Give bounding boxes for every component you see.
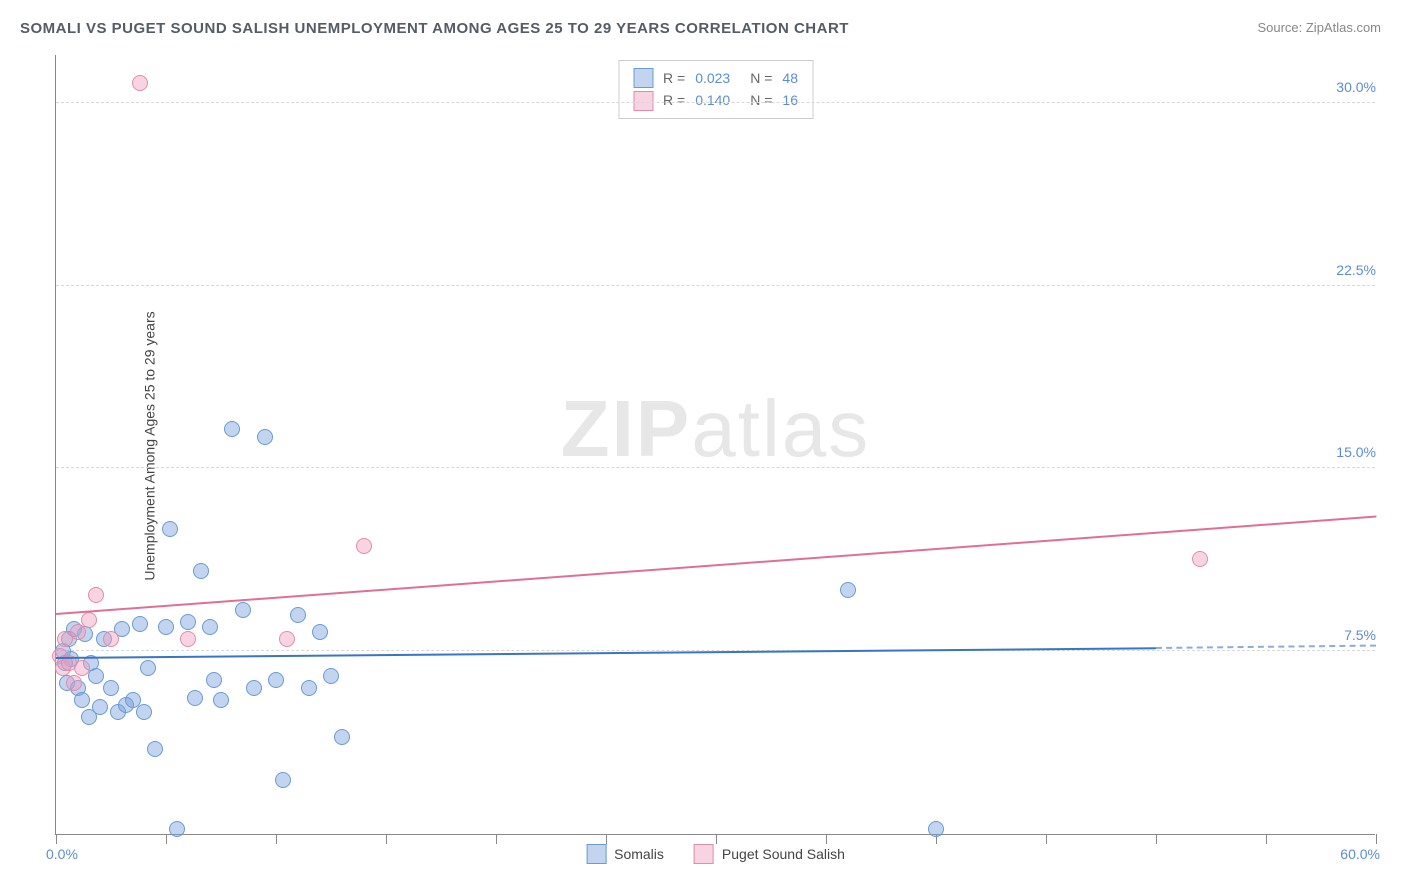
data-point: [88, 587, 104, 603]
y-tick-label: 30.0%: [1332, 79, 1380, 95]
data-point: [74, 692, 90, 708]
x-tick: [276, 834, 277, 844]
legend-n-value: 48: [782, 67, 798, 89]
data-point: [140, 660, 156, 676]
x-tick: [826, 834, 827, 844]
x-tick: [56, 834, 57, 844]
data-point: [202, 619, 218, 635]
data-point: [312, 624, 328, 640]
data-point: [147, 741, 163, 757]
x-axis-min-label: 0.0%: [46, 846, 78, 862]
data-point: [213, 692, 229, 708]
data-point: [356, 538, 372, 554]
y-tick-label: 22.5%: [1332, 262, 1380, 278]
data-point: [158, 619, 174, 635]
x-tick: [1156, 834, 1157, 844]
data-point: [323, 668, 339, 684]
series-legend: Somalis Puget Sound Salish: [586, 844, 845, 864]
data-point: [246, 680, 262, 696]
trend-line: [56, 647, 1156, 659]
legend-row: R = 0.023 N = 48: [633, 67, 798, 89]
x-tick: [1376, 834, 1377, 844]
x-axis-max-label: 60.0%: [1340, 846, 1380, 862]
data-point: [193, 563, 209, 579]
gridline: [56, 285, 1375, 286]
legend-r-value: 0.140: [695, 89, 730, 111]
legend-label: Somalis: [614, 846, 664, 862]
data-point: [206, 672, 222, 688]
data-point: [257, 429, 273, 445]
data-point: [132, 75, 148, 91]
data-point: [103, 631, 119, 647]
legend-n-label: N =: [750, 67, 772, 89]
source-attribution: Source: ZipAtlas.com: [1257, 20, 1381, 35]
data-point: [169, 821, 185, 837]
legend-r-value: 0.023: [695, 67, 730, 89]
data-point: [187, 690, 203, 706]
legend-r-label: R =: [663, 89, 685, 111]
data-point: [279, 631, 295, 647]
trend-line: [56, 515, 1376, 614]
watermark: ZIPatlas: [561, 383, 870, 475]
x-tick: [716, 834, 717, 844]
data-point: [290, 607, 306, 623]
legend-n-value: 16: [782, 89, 798, 111]
y-tick-label: 15.0%: [1332, 444, 1380, 460]
data-point: [840, 582, 856, 598]
scatter-plot-area: ZIPatlas R =0.023N =48R =0.140N =16 0.0%…: [55, 55, 1375, 835]
legend-item: Puget Sound Salish: [694, 844, 845, 864]
legend-item: Somalis: [586, 844, 664, 864]
x-tick: [496, 834, 497, 844]
data-point: [132, 616, 148, 632]
data-point: [1192, 551, 1208, 567]
legend-row: R = 0.140 N = 16: [633, 89, 798, 111]
data-point: [180, 614, 196, 630]
gridline: [56, 467, 1375, 468]
data-point: [928, 821, 944, 837]
data-point: [301, 680, 317, 696]
data-point: [180, 631, 196, 647]
legend-label: Puget Sound Salish: [722, 846, 845, 862]
gridline: [56, 102, 1375, 103]
data-point: [268, 672, 284, 688]
legend-n-label: N =: [750, 89, 772, 111]
y-tick-label: 7.5%: [1340, 627, 1380, 643]
data-point: [74, 660, 90, 676]
legend-swatch: [586, 844, 606, 864]
data-point: [92, 699, 108, 715]
legend-swatch: [633, 68, 653, 88]
legend-swatch: [694, 844, 714, 864]
data-point: [162, 521, 178, 537]
x-tick: [1266, 834, 1267, 844]
data-point: [224, 421, 240, 437]
data-point: [334, 729, 350, 745]
data-point: [235, 602, 251, 618]
x-tick: [606, 834, 607, 844]
x-tick: [1046, 834, 1047, 844]
x-tick: [386, 834, 387, 844]
legend-r-label: R =: [663, 67, 685, 89]
data-point: [66, 675, 82, 691]
data-point: [275, 772, 291, 788]
x-tick: [166, 834, 167, 844]
legend-swatch: [633, 91, 653, 111]
chart-title: SOMALI VS PUGET SOUND SALISH UNEMPLOYMEN…: [20, 20, 849, 37]
data-point: [136, 704, 152, 720]
correlation-legend: R = 0.023 N = 48 R = 0.140 N = 16: [618, 60, 813, 119]
data-point: [103, 680, 119, 696]
trend-line: [1156, 644, 1376, 648]
data-point: [81, 612, 97, 628]
